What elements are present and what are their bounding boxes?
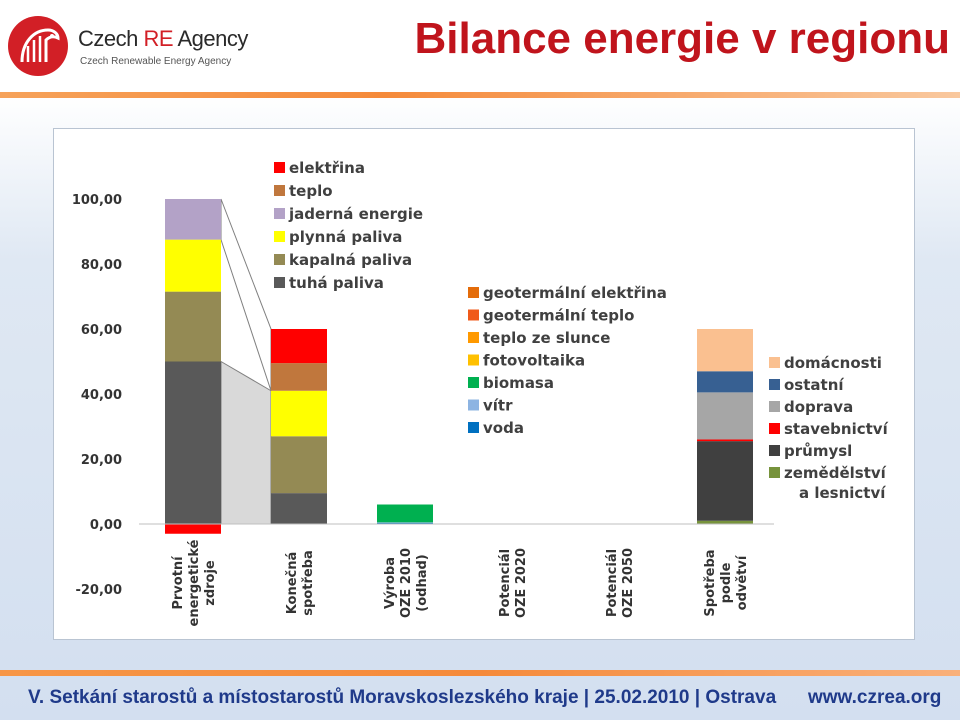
- legend-swatch: [769, 401, 780, 412]
- legend-label: tuhá paliva: [289, 274, 384, 292]
- category-label: odvětví: [735, 554, 750, 610]
- bar-segment-tuhá-paliva: [271, 493, 327, 524]
- footer-event-text: V. Setkání starostů a místostarostů Mora…: [28, 687, 777, 708]
- y-tick-label: 20,00: [81, 453, 122, 468]
- legend-swatch: [468, 287, 479, 298]
- footer-website-link[interactable]: www.czrea.org: [808, 687, 942, 708]
- page-title: Bilance energie v regionu: [414, 14, 951, 63]
- category-label: energetické: [187, 539, 202, 626]
- bar-segment-teplo: [271, 363, 327, 391]
- legend-label: kapalná paliva: [289, 251, 412, 269]
- legend-swatch: [274, 208, 285, 219]
- legend-label: teplo ze slunce: [483, 329, 610, 347]
- bar-segment-domácnosti: [697, 329, 753, 372]
- category-label: OZE 2050: [621, 548, 636, 618]
- bar-segment-jaderná-energie: [165, 199, 221, 240]
- bar-segment-vítr: [377, 522, 433, 524]
- legend-swatch: [274, 277, 285, 288]
- legend-swatch: [274, 254, 285, 265]
- legend-label: elektřina: [289, 159, 365, 177]
- legend-swatch: [274, 231, 285, 242]
- y-tick-label: 0,00: [90, 518, 122, 533]
- bar-segment-doprava: [697, 392, 753, 440]
- legend-swatch: [468, 377, 479, 388]
- category-label: OZE 2020: [514, 548, 529, 618]
- bar-segment-kapalná-paliva: [165, 291, 221, 362]
- legend-label: zemědělství: [784, 464, 887, 482]
- y-tick-label: 80,00: [81, 258, 122, 273]
- legend-label: geotermální teplo: [483, 307, 634, 325]
- legend-label: teplo: [289, 182, 333, 200]
- bar-segment-plynná-paliva: [271, 390, 327, 437]
- energy-balance-chart: 100,00 80,00 60,00 40,00 20,00 0,00 -20,00 Prvo…: [72, 159, 889, 626]
- legend-swatch: [769, 445, 780, 456]
- logo-subtitle: Czech Renewable Energy Agency: [80, 56, 232, 67]
- bar-segment-ostatní: [697, 371, 753, 393]
- category-label: Konečná: [285, 552, 300, 615]
- category-label: Spotřeba: [703, 549, 718, 616]
- top-divider: [0, 92, 960, 98]
- legend-label: průmysl: [784, 442, 852, 460]
- y-tick-label: 40,00: [81, 388, 122, 403]
- category-label: Prvotní: [171, 555, 186, 610]
- bar-segment-zemědělství-a-lesnictví: [697, 520, 753, 524]
- legend-swatch: [468, 354, 479, 366]
- legend-label: stavebnictví: [784, 420, 889, 438]
- logo-name-part: Czech: [78, 26, 144, 51]
- y-tick-label: 60,00: [81, 323, 122, 338]
- header: Czech RE Agency Czech Renewable Energy A…: [0, 0, 960, 96]
- legend-label: voda: [483, 419, 524, 437]
- y-tick-label: 100,00: [72, 193, 122, 208]
- connector-lower: [220, 360, 272, 525]
- bar-segment-průmysl: [697, 441, 753, 521]
- category-label: Výroba: [383, 557, 398, 609]
- czrea-logo[interactable]: Czech RE Agency Czech Renewable Energy A…: [8, 16, 278, 76]
- legend-swatch: [769, 357, 780, 368]
- legend-swatch: [274, 162, 285, 173]
- legend-label: biomasa: [483, 374, 554, 392]
- category-label: spotřeba: [301, 550, 316, 616]
- legend-swatch: [274, 185, 285, 196]
- legend-label: jaderná energie: [288, 205, 423, 223]
- bar-segment-tuhá-paliva: [165, 361, 221, 524]
- bar-segment-elektřina: [271, 329, 327, 364]
- bar-segment-plynná-paliva: [165, 239, 221, 292]
- legend-label: vítr: [483, 397, 513, 415]
- bar-segment-biomasa: [377, 504, 433, 523]
- legend-label: doprava: [784, 398, 853, 416]
- legend-swatch: [468, 399, 479, 411]
- legend-swatch: [769, 467, 780, 478]
- legend-swatch: [468, 422, 479, 433]
- category-label: podle: [719, 562, 734, 603]
- legend-label: ostatní: [784, 376, 844, 394]
- bar-segment-kapalná-paliva: [271, 436, 327, 494]
- category-label: Potenciál: [498, 549, 513, 617]
- legend-label: geotermální elektřina: [483, 284, 667, 302]
- y-tick-label: -20,00: [75, 583, 122, 598]
- chart-panel: 100,00 80,00 60,00 40,00 20,00 0,00 -20,00 Prvo…: [53, 128, 915, 640]
- footer: V. Setkání starostů a místostarostů Mora…: [28, 686, 958, 720]
- logo-emblem-icon: [8, 16, 68, 76]
- logo-name-part: Agency: [173, 26, 248, 51]
- category-label: (odhad): [415, 554, 430, 611]
- legend-label: domácnosti: [784, 354, 882, 372]
- logo-name-re: RE: [143, 26, 174, 51]
- bottom-divider: [0, 670, 960, 676]
- bar-segment-elektřina: [165, 524, 221, 534]
- bar-segment-stavebnictví: [697, 439, 753, 442]
- legend-label: plynná paliva: [289, 228, 402, 246]
- legend-swatch: [468, 332, 479, 343]
- connector-upper: [220, 198, 272, 391]
- category-label: Potenciál: [605, 549, 620, 617]
- category-label: zdroje: [203, 560, 218, 606]
- category-label: OZE 2010: [399, 548, 414, 618]
- legend-swatch: [769, 379, 780, 390]
- legend-label: fotovoltaika: [483, 352, 585, 370]
- legend-swatch: [769, 423, 780, 434]
- legend-label: a lesnictví: [799, 484, 886, 502]
- legend-swatch: [468, 309, 479, 321]
- logo-name: Czech RE Agency: [78, 26, 248, 52]
